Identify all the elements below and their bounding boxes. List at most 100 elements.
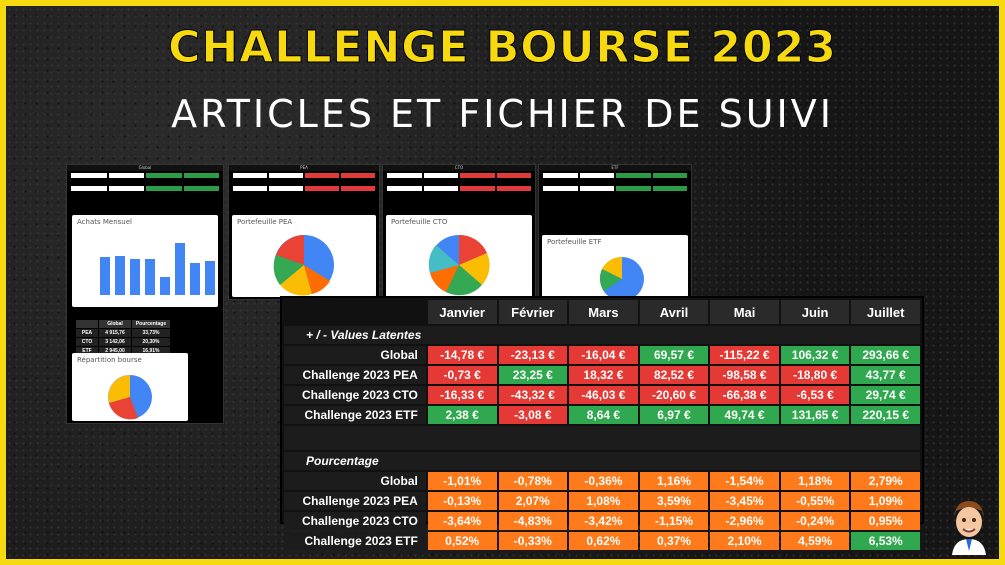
repartition-pie-chart (108, 375, 152, 420)
value-cell: 220,15 € (851, 406, 920, 424)
etf-pie-panel: Portefeuille ETF (542, 235, 688, 301)
monthly-bar-chart (100, 243, 215, 295)
value-cell: -0,73 € (427, 366, 497, 384)
row-label: Global (284, 472, 426, 490)
thumb-header: CTO (383, 165, 535, 171)
value-cell: 29,74 € (851, 386, 920, 404)
value-cell: 0,52% (427, 532, 497, 550)
value-cell: -3,64% (427, 512, 497, 530)
value-cell: -18,80 € (780, 366, 850, 384)
cto-pie-chart (428, 234, 490, 296)
value-cell: -0,55% (780, 492, 850, 510)
value-cell: 0,95% (851, 512, 920, 530)
page-title: CHALLENGE BOURSE 2023 (168, 22, 837, 74)
value-cell: 1,16% (639, 472, 709, 490)
section-row: Pourcentage (284, 452, 920, 470)
value-cell: 6,97 € (639, 406, 709, 424)
row-label: Challenge 2023 PEA (284, 366, 426, 384)
month-header: Janvier (427, 300, 497, 324)
value-cell: -43,32 € (498, 386, 568, 404)
monthly-bar-chart-panel: Achats Mensuel (72, 215, 218, 307)
value-cell: 43,77 € (851, 366, 920, 384)
repartition-pie-panel: Répartition bourse (72, 353, 188, 421)
table-row: Challenge 2023 CTO -16,33 € -43,32 € -46,03… (284, 386, 920, 404)
value-cell: 4,59% (780, 532, 850, 550)
value-cell: -0,24% (780, 512, 850, 530)
table-row: Challenge 2023 PEA -0,13% 2,07% 1,08% 3,59% -… (284, 492, 920, 510)
value-cell: 106,32 € (780, 346, 850, 364)
section-title: Pourcentage (284, 452, 920, 470)
table-row: Challenge 2023 CTO -3,64% -4,83% -3,42% -1,1… (284, 512, 920, 530)
table-row: Challenge 2023 PEA -0,73 €23,25 €18,32 €8… (284, 366, 920, 384)
table-row: Global -1,01% -0,78% -0,36% 1,16% -1,54% 1,18%… (284, 472, 920, 490)
month-header: Juillet (851, 300, 920, 324)
spacer (284, 426, 920, 450)
value-cell: -66,38 € (710, 386, 779, 404)
cto-pie-title: Portefeuille CTO (391, 218, 448, 226)
etf-pie-title: Portefeuille ETF (547, 238, 602, 246)
value-cell: -20,60 € (639, 386, 709, 404)
value-cell: 49,74 € (710, 406, 779, 424)
month-header-row: Janvier Février Mars Avril Mai Juin Juil… (284, 300, 920, 324)
monthly-chart-title: Achats Mensuel (77, 218, 132, 226)
row-label: Challenge 2023 PEA (284, 492, 426, 510)
pea-pie-chart (273, 235, 334, 296)
value-cell: -4,83% (498, 512, 568, 530)
table-row: Challenge 2023 ETF 0,52% -0,33% 0,62% 0,37% 2… (284, 532, 920, 550)
pea-pie-panel: Portefeuille PEA (232, 215, 376, 297)
value-cell: 2,38 € (427, 406, 497, 424)
global-dashboard-thumbnail: Global Achats Mensuel Global Pourcentage… (66, 164, 224, 424)
value-cell: -0,33% (498, 532, 568, 550)
value-cell: -3,42% (569, 512, 638, 530)
value-cell: -46,03 € (569, 386, 638, 404)
page-subtitle: ARTICLES ET FICHIER DE SUIVI (171, 92, 834, 136)
value-cell: -3,08 € (498, 406, 568, 424)
value-cell: -115,22 € (710, 346, 779, 364)
value-cell: -1,01% (427, 472, 497, 490)
repartition-mini-table: Global Pourcentage PEA 4 915,76 33,73% CTO… (75, 319, 171, 356)
table-row: Challenge 2023 ETF 2,38 € -3,08 €8,64 €6,9… (284, 406, 920, 424)
row-label: Challenge 2023 ETF (284, 532, 426, 550)
value-cell: 0,37% (639, 532, 709, 550)
month-header: Mai (710, 300, 779, 324)
row-label: Challenge 2023 CTO (284, 512, 426, 530)
section-row: + / - Values Latentes (284, 326, 920, 344)
etf-dashboard-thumbnail: ETF Portefeuille ETF (538, 164, 692, 301)
value-cell: 2,07% (498, 492, 568, 510)
value-cell: 6,53% (851, 532, 920, 550)
value-cell: -16,04 € (569, 346, 638, 364)
month-header: Juin (780, 300, 850, 324)
value-cell: -1,54% (710, 472, 779, 490)
value-cell: 18,32 € (569, 366, 638, 384)
row-label: Challenge 2023 CTO (284, 386, 426, 404)
value-cell: 3,59% (639, 492, 709, 510)
value-cell: 2,79% (851, 472, 920, 490)
value-cell: -2,96% (710, 512, 779, 530)
value-cell: -3,45% (710, 492, 779, 510)
value-cell: 0,62% (569, 532, 638, 550)
row-label: Global (284, 346, 426, 364)
value-cell: -0,78% (498, 472, 568, 490)
value-cell: -98,58 € (710, 366, 779, 384)
value-cell: -16,33 € (427, 386, 497, 404)
value-cell: 1,18% (780, 472, 850, 490)
value-cell: -6,53 € (780, 386, 850, 404)
cto-dashboard-thumbnail: CTO Portefeuille CTO (382, 164, 536, 300)
value-cell: -1,15% (639, 512, 709, 530)
value-cell: 8,64 € (569, 406, 638, 424)
repartition-pie-title: Répartition bourse (77, 356, 142, 364)
value-cell: -0,13% (427, 492, 497, 510)
performance-table-panel: Janvier Février Mars Avril Mai Juin Juil… (282, 298, 922, 550)
pea-pie-title: Portefeuille PEA (237, 218, 293, 226)
thumb-header: Global (67, 165, 223, 171)
month-header: Mars (569, 300, 638, 324)
header-empty (284, 300, 426, 324)
value-cell: -23,13 € (498, 346, 568, 364)
value-cell: 82,52 € (639, 366, 709, 384)
value-cell: 293,66 € (851, 346, 920, 364)
month-header: Février (498, 300, 568, 324)
value-cell: 1,08% (569, 492, 638, 510)
value-cell: 2,10% (710, 532, 779, 550)
value-cell: 1,09% (851, 492, 920, 510)
row-label: Challenge 2023 ETF (284, 406, 426, 424)
